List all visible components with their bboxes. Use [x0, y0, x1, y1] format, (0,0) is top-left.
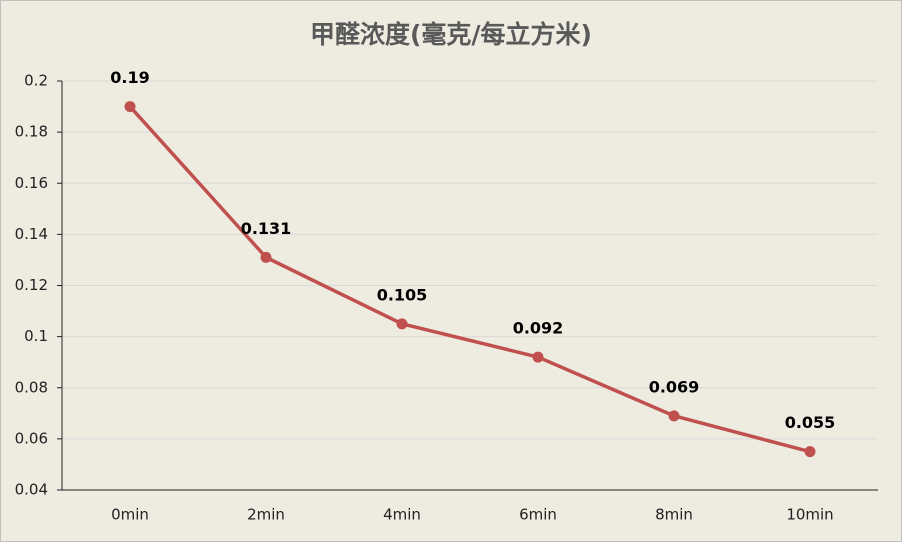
data-label: 0.069 — [649, 377, 700, 396]
chart-title: 甲醛浓度(毫克/每立方米) — [310, 20, 592, 49]
data-label: 0.092 — [513, 319, 564, 338]
line — [128, 105, 811, 454]
x-tick-label: 4min — [383, 506, 421, 524]
x-tick-label: 2min — [247, 506, 285, 524]
y-tick-label: 0.2 — [24, 72, 48, 90]
data-label: 0.131 — [241, 219, 292, 238]
data-point — [124, 101, 136, 113]
x-tick-label: 0min — [111, 506, 149, 524]
y-tick-label: 0.06 — [15, 429, 48, 447]
data-point — [396, 318, 408, 330]
y-tick-label: 0.04 — [15, 481, 48, 499]
y-tick-label: 0.1 — [24, 327, 48, 345]
data-point — [668, 410, 680, 422]
y-tick-label: 0.14 — [15, 225, 48, 243]
data-point — [532, 351, 544, 363]
x-tick-label: 8min — [655, 506, 693, 524]
data-label: 0.105 — [377, 285, 428, 304]
y-tick-label: 0.16 — [15, 174, 48, 192]
y-tick-label: 0.18 — [15, 123, 48, 141]
data-label: 0.19 — [110, 68, 149, 87]
x-tick-label: 10min — [786, 506, 833, 524]
data-point — [260, 251, 272, 263]
x-tick-label: 6min — [519, 506, 557, 524]
data-point — [804, 446, 816, 458]
y-tick-label: 0.08 — [15, 378, 48, 396]
y-tick-label: 0.12 — [15, 276, 48, 294]
data-label: 0.055 — [785, 413, 836, 432]
